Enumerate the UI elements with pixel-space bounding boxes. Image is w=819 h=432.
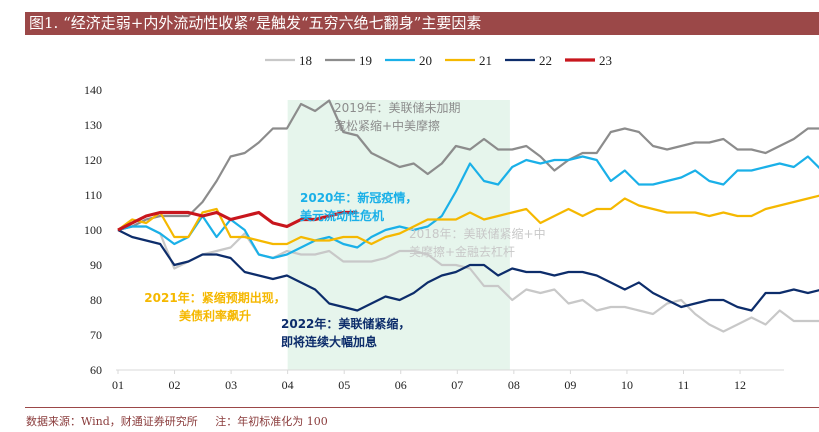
- annotation-a2019: 2019年：美联储未加期: [334, 100, 461, 115]
- annotation-a2019: 宽松紧缩+中美摩擦: [334, 118, 440, 133]
- annotation-a2020: 2020年：新冠疫情，: [300, 190, 417, 205]
- y-tick-label: 120: [84, 153, 102, 167]
- x-tick-label: 01: [112, 378, 124, 392]
- highlight-region: [287, 100, 510, 370]
- x-tick-label: 07: [451, 378, 463, 392]
- y-tick-label: 60: [90, 363, 102, 377]
- x-tick-label: 12: [734, 378, 746, 392]
- annotation-a2018: 美摩擦+金融去杠杆: [409, 244, 515, 259]
- y-tick-label: 130: [84, 118, 102, 132]
- footer-divider: [25, 407, 819, 408]
- annotation-a2021: 美债利率飙升: [179, 308, 251, 323]
- y-tick-label: 110: [84, 188, 102, 202]
- x-tick-label: 04: [282, 378, 294, 392]
- series-line-19: [117, 99, 819, 232]
- annotation-a2021: 2021年：紧缩预期出现，: [144, 290, 285, 305]
- highlight-region-layer: [287, 100, 510, 370]
- legend-label-19: 19: [359, 53, 372, 68]
- annotation-a2018: 2018年：美联储紧缩+中: [409, 226, 546, 241]
- y-tick-label: 70: [90, 328, 102, 342]
- figure-title: 图1. “经济走弱+内外流动性收紧”是触发“五穷六绝七翻身”主要因素: [25, 12, 819, 35]
- legend-label-23: 23: [599, 53, 612, 68]
- series-line-18: [117, 225, 819, 333]
- x-tick-label: 06: [395, 378, 407, 392]
- annotation-a2020: 美元流动性危机: [300, 208, 384, 223]
- annotation-a2022: 2022年：美联储紧缩，: [281, 316, 410, 331]
- source-note: 数据来源：Wind，财通证券研究所: [26, 415, 198, 428]
- x-tick-label: 03: [225, 378, 237, 392]
- y-tick-label: 80: [90, 293, 102, 307]
- y-tick-label: 140: [84, 83, 102, 97]
- legend-label-21: 21: [479, 53, 492, 68]
- legend-label-18: 18: [299, 53, 312, 68]
- x-tick-label: 08: [508, 378, 520, 392]
- y-tick-label: 100: [84, 223, 102, 237]
- x-tick-label: 09: [564, 378, 576, 392]
- annotation-a2022: 即将连续大幅加息: [281, 334, 377, 349]
- legend-label-20: 20: [419, 53, 432, 68]
- series-line-20: [117, 155, 819, 260]
- legend: 18 19 20 21 22 23: [265, 53, 612, 68]
- axes: 60 70 80 90 100 110 120 130 140 01 02 03 04 05 06 07 08 0…: [84, 83, 784, 392]
- legend-label-22: 22: [539, 53, 552, 68]
- normalization-note: 注：年初标准化为 100: [215, 415, 328, 428]
- series-line-22: [117, 229, 819, 312]
- series-line-21: [117, 194, 819, 246]
- footer: 数据来源：Wind，财通证券研究所 注：年初标准化为 100: [26, 413, 342, 429]
- series-line-23: [117, 210, 358, 232]
- series-layer: [117, 99, 819, 333]
- x-tick-label: 10: [621, 378, 633, 392]
- y-tick-label: 90: [90, 258, 102, 272]
- x-tick-label: 11: [678, 378, 690, 392]
- line-chart: 60 70 80 90 100 110 120 130 140 01 02 03 04 05 06 07 08 0…: [84, 53, 819, 392]
- x-tick-label: 05: [338, 378, 350, 392]
- x-tick-label: 02: [169, 378, 181, 392]
